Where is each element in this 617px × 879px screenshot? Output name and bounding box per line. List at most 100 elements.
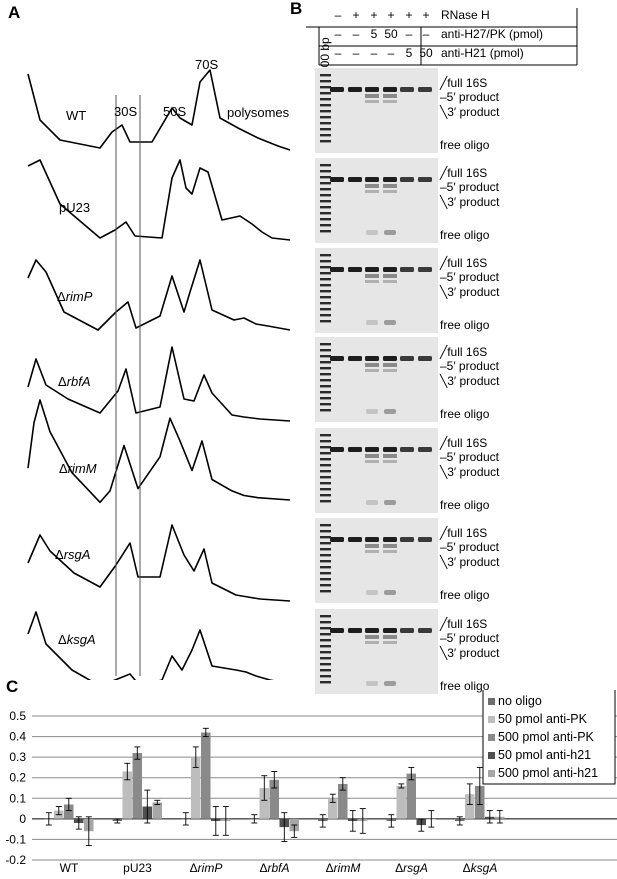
bar xyxy=(132,753,142,819)
full-16s-band xyxy=(365,177,379,182)
ladder-band xyxy=(320,182,331,185)
product-band xyxy=(365,641,379,644)
gel-band-label: ╲3′ product xyxy=(440,374,500,388)
bar xyxy=(122,771,132,819)
ladder-band xyxy=(320,482,331,485)
header-row-label: RNase H xyxy=(441,8,490,22)
gel-band-label: –5′ product xyxy=(440,450,499,464)
ladder-band xyxy=(320,464,331,467)
product-band xyxy=(365,100,379,103)
gel-band-label: free oligo xyxy=(440,407,490,421)
full-16s-band xyxy=(400,267,414,272)
ladder-band xyxy=(320,302,331,305)
product-band xyxy=(365,369,379,372)
bar xyxy=(465,794,475,819)
ladder-band xyxy=(320,212,331,215)
ladder-band xyxy=(320,272,331,275)
ladder-band xyxy=(320,379,331,382)
gel-band-label: free oligo xyxy=(440,498,490,512)
product-band xyxy=(365,635,379,639)
gel-band-label: free oligo xyxy=(440,318,490,332)
ladder-band xyxy=(320,530,331,533)
x-tick-label: ΔrimM xyxy=(326,861,361,875)
gel-band-label: ╲3′ product xyxy=(440,646,500,660)
ladder-band xyxy=(320,308,331,311)
header-row-label: anti-H27/PK (pmol) xyxy=(441,27,544,41)
ladder-band xyxy=(320,86,331,89)
ladder-band xyxy=(320,343,331,346)
ladder-band xyxy=(320,188,331,191)
full-16s-band xyxy=(365,267,379,272)
ladder-band xyxy=(320,266,331,269)
ladder-band xyxy=(320,409,331,412)
ladder-band xyxy=(320,170,331,173)
x-tick-label: ΔrsgA xyxy=(395,861,428,875)
ladder-band xyxy=(320,206,331,209)
product-band xyxy=(383,369,397,372)
header-cell: 5 xyxy=(370,27,378,41)
full-16s-band xyxy=(400,177,414,182)
product-band xyxy=(365,454,379,458)
ladder-band xyxy=(320,397,331,400)
ladder-band xyxy=(320,403,331,406)
y-tick-label: 0.3 xyxy=(9,750,26,764)
ladder-band xyxy=(320,681,331,684)
full-16s-band xyxy=(418,267,432,272)
full-16s-band xyxy=(400,356,414,361)
free-oligo-band xyxy=(366,320,378,325)
full-16s-band xyxy=(365,628,379,633)
gel-band-label: ╲3′ product xyxy=(440,195,500,209)
product-band xyxy=(365,94,379,98)
gel-image xyxy=(315,158,438,243)
product-band xyxy=(383,641,397,644)
full-16s-band xyxy=(383,447,397,452)
ladder-band xyxy=(320,645,331,648)
product-band xyxy=(383,550,397,553)
x-tick-label: ΔrbfA xyxy=(259,861,289,875)
header-cell: – xyxy=(387,46,395,60)
header-cell: – xyxy=(352,27,360,41)
ladder-band xyxy=(320,349,331,352)
gel-band-label: ╱full 16S xyxy=(440,526,488,540)
ladder-band xyxy=(320,542,331,545)
header-cell: 5 xyxy=(405,46,413,60)
profile-trace xyxy=(27,69,291,151)
legend-swatch xyxy=(488,716,495,723)
strain-label: ΔrimP xyxy=(57,289,93,304)
gel-band-label: free oligo xyxy=(440,228,490,242)
gel-image xyxy=(315,609,438,694)
bar xyxy=(64,804,74,819)
product-band xyxy=(365,190,379,193)
profiles-figure xyxy=(27,69,291,680)
ladder-band xyxy=(320,128,331,131)
full-16s-band xyxy=(418,87,432,92)
ladder-band xyxy=(320,446,331,449)
profile-traces xyxy=(27,69,291,680)
ladder-band xyxy=(320,675,331,678)
product-band xyxy=(365,544,379,548)
gel-band-label: ╲3′ product xyxy=(440,465,500,479)
gel-band-label: free oligo xyxy=(440,138,490,152)
ladder-band xyxy=(320,470,331,473)
ladder-band xyxy=(320,590,331,593)
product-band xyxy=(383,460,397,463)
header-cell: 50 xyxy=(419,46,433,60)
gel-band-label: –5′ product xyxy=(440,540,499,554)
profile-trace xyxy=(27,346,291,422)
ladder-band xyxy=(320,230,331,233)
ladder-band xyxy=(320,296,331,299)
legend-label: 50 pmol anti-h21 xyxy=(498,748,591,762)
full-16s-band xyxy=(348,447,362,452)
ladder-band xyxy=(320,560,331,563)
ladder-band xyxy=(320,578,331,581)
header-cell: – xyxy=(405,27,413,41)
full-16s-band xyxy=(383,356,397,361)
ladder-band xyxy=(320,452,331,455)
product-band xyxy=(383,184,397,188)
ladder-band xyxy=(320,615,331,618)
gel-band-label: ╱full 16S xyxy=(440,617,488,631)
product-band xyxy=(365,460,379,463)
legend-label: 500 pmol anti-PK xyxy=(498,730,595,744)
gel-band-label: –5′ product xyxy=(440,90,499,104)
full-16s-band xyxy=(348,87,362,92)
